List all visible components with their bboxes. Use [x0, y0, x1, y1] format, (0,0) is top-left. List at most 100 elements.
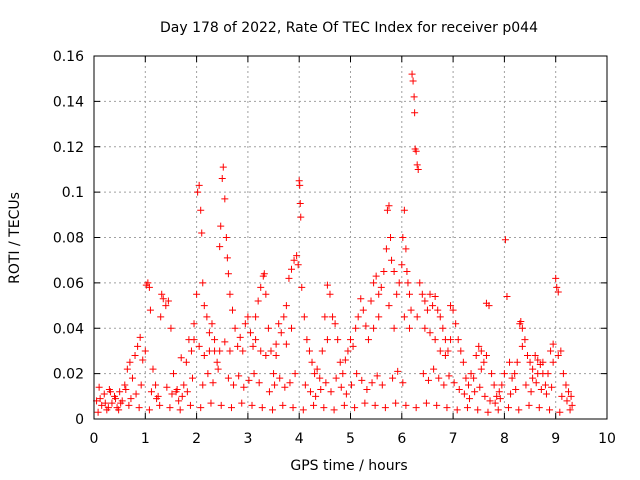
y-tick-label: 0.08 — [53, 231, 84, 247]
data-point — [250, 370, 258, 378]
data-point — [439, 324, 447, 332]
data-point — [529, 365, 537, 373]
data-point — [400, 313, 408, 321]
data-point — [436, 313, 444, 321]
data-point — [385, 202, 393, 210]
data-point — [568, 401, 576, 409]
x-tick-label: 5 — [346, 431, 355, 447]
data-point — [532, 379, 540, 387]
data-point — [477, 365, 485, 373]
data-point — [421, 324, 429, 332]
data-point — [144, 279, 152, 287]
data-point — [488, 370, 496, 378]
x-tick-label: 0 — [90, 431, 99, 447]
data-point — [517, 317, 525, 325]
data-point — [313, 365, 321, 373]
data-point — [139, 356, 147, 364]
data-point — [535, 404, 543, 412]
data-point — [498, 381, 506, 389]
data-point — [436, 347, 444, 355]
data-point — [357, 295, 365, 303]
data-point — [200, 302, 208, 310]
x-tick-label: 10 — [598, 431, 616, 447]
data-point — [367, 297, 375, 305]
data-point — [108, 399, 116, 407]
data-point — [123, 365, 131, 373]
y-tick-label: 0.04 — [53, 321, 84, 337]
data-point — [471, 388, 479, 396]
data-point — [141, 347, 149, 355]
data-point — [234, 342, 242, 350]
data-point — [388, 256, 396, 264]
data-point — [236, 333, 244, 341]
data-point — [159, 295, 167, 303]
data-point — [534, 356, 542, 364]
data-point — [306, 388, 314, 396]
data-point — [147, 388, 155, 396]
data-point — [523, 351, 531, 359]
data-point — [217, 222, 225, 230]
data-point — [481, 392, 489, 400]
data-point — [506, 358, 514, 366]
data-point — [186, 401, 194, 409]
data-point — [311, 370, 319, 378]
data-point — [258, 404, 266, 412]
data-point — [423, 306, 431, 314]
data-point — [290, 256, 298, 264]
data-point — [353, 370, 361, 378]
data-point — [262, 351, 270, 359]
data-point — [275, 320, 283, 328]
data-point — [527, 388, 535, 396]
data-point — [289, 404, 297, 412]
data-point — [316, 374, 324, 382]
data-point — [447, 336, 455, 344]
data-point — [332, 374, 340, 382]
data-point — [117, 399, 125, 407]
data-point — [352, 324, 360, 332]
data-point — [404, 279, 412, 287]
data-point — [240, 383, 248, 391]
data-point — [553, 283, 561, 291]
data-point — [455, 386, 463, 394]
data-point — [205, 329, 213, 337]
data-point — [145, 283, 153, 291]
data-point — [305, 347, 313, 355]
data-point — [145, 406, 153, 414]
data-point — [136, 333, 144, 341]
data-point — [370, 324, 378, 332]
data-point — [255, 379, 263, 387]
data-point — [408, 70, 416, 78]
data-point — [476, 383, 484, 391]
data-point — [435, 374, 443, 382]
data-point — [534, 370, 542, 378]
data-point — [349, 342, 357, 350]
data-point — [494, 406, 502, 414]
data-point — [361, 399, 369, 407]
data-point — [382, 245, 390, 253]
data-point — [454, 336, 462, 344]
data-point — [194, 188, 202, 196]
data-point — [312, 392, 320, 400]
data-point — [431, 336, 439, 344]
data-point — [299, 406, 307, 414]
data-point — [249, 342, 257, 350]
data-point — [205, 347, 213, 355]
data-point — [270, 370, 278, 378]
data-point — [180, 381, 188, 389]
data-point — [116, 388, 124, 396]
data-point — [518, 342, 526, 350]
data-point — [323, 336, 331, 344]
data-point — [308, 358, 316, 366]
data-point — [214, 365, 222, 373]
data-point — [405, 324, 413, 332]
y-tick-label: 0.06 — [53, 276, 84, 292]
x-tick-label: 4 — [295, 431, 304, 447]
data-point — [167, 324, 175, 332]
data-point — [195, 342, 203, 350]
data-point — [187, 347, 195, 355]
data-point — [132, 390, 140, 398]
data-point — [501, 236, 509, 244]
data-point — [371, 401, 379, 409]
data-point — [280, 313, 288, 321]
data-point — [137, 381, 145, 389]
